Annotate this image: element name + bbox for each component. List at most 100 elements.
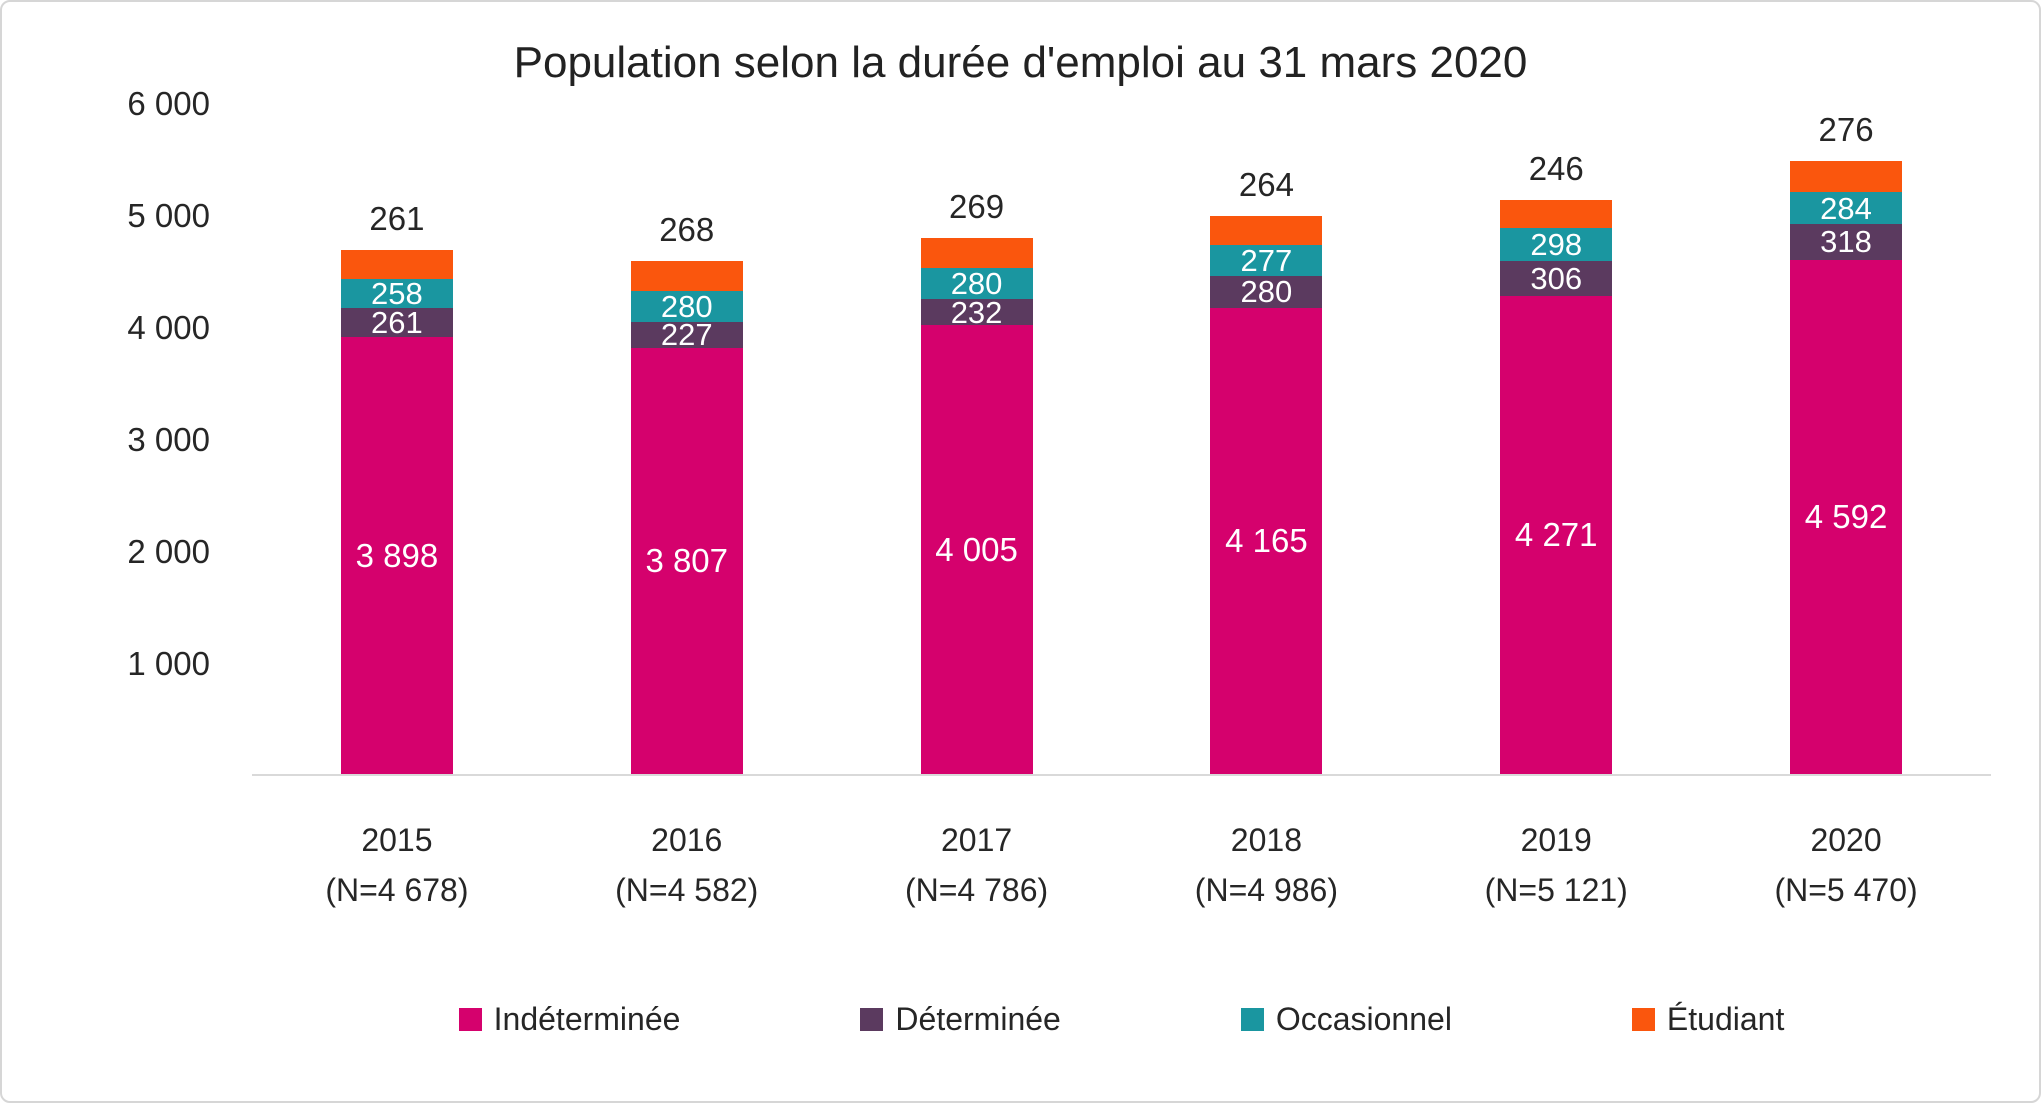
- stacked-bar-2016: 3 807 227 280: [630, 260, 743, 774]
- legend-item-etudiant: Étudiant: [1631, 1001, 1785, 1038]
- x-axis-year: 2018: [1230, 822, 1302, 858]
- segment-determinee-2019: 306: [1500, 261, 1613, 297]
- segment-etudiant-2018: [1210, 215, 1323, 246]
- segment-etudiant-2016: [630, 260, 743, 291]
- chart-title: Population selon la durée d'emploi au 31…: [513, 38, 1528, 87]
- segment-occasionnel-2020: 284: [1790, 190, 1903, 226]
- segment-determinee-2016: 227: [630, 317, 743, 353]
- x-axis-n-label: (N=5 470): [1774, 871, 1918, 908]
- segment-value-label: 280: [660, 289, 713, 325]
- segment-value-label: 3 898: [355, 537, 439, 575]
- segment-value-label: 232: [950, 294, 1003, 330]
- segment-indeterminee-2016: 3 807: [630, 347, 743, 774]
- x-axis-n-label: (N=4 582): [615, 871, 759, 908]
- y-axis-tick-label: 6 000: [127, 85, 210, 122]
- segment-value-label: 277: [1240, 243, 1293, 279]
- x-axis-year: 2015: [361, 822, 433, 858]
- segment-determinee-2015: 261: [340, 305, 453, 341]
- segment-value-label: 306: [1530, 261, 1583, 297]
- stacked-bar-2018: 4 165 280 277: [1210, 215, 1323, 774]
- bar-top-value-label: 246: [1528, 150, 1584, 188]
- segment-value-label: 4 271: [1514, 516, 1598, 554]
- segment-occasionnel-2018: 277: [1210, 243, 1323, 279]
- legend-item-occasionnel: Occasionnel: [1240, 1001, 1452, 1038]
- bar-column-2020: 276 4 592 318 284: [1701, 104, 1991, 774]
- bar-top-value-label: 261: [369, 200, 425, 238]
- segment-value-label: 4 592: [1804, 498, 1888, 536]
- x-axis-n-label: (N=5 121): [1484, 871, 1628, 908]
- stacked-bar-2019: 4 271 306 298: [1500, 200, 1613, 774]
- segment-indeterminee-2019: 4 271: [1500, 295, 1613, 774]
- legend: Indéterminée Déterminée Occasionnel Étudian…: [252, 1001, 1991, 1038]
- x-axis-year: 2020: [1810, 822, 1882, 858]
- segment-occasionnel-2015: 258: [340, 278, 453, 309]
- segment-indeterminee-2015: 3 898: [340, 337, 453, 774]
- segment-occasionnel-2017: 280: [920, 266, 1033, 302]
- bar-column-2015: 261 3 898 261 258: [252, 104, 542, 774]
- y-axis-tick-label: 5 000: [127, 197, 210, 234]
- segment-occasionnel-2019: 298: [1500, 227, 1613, 263]
- stacked-bar-2020: 4 592 318 284: [1790, 161, 1903, 774]
- segment-determinee-2017: 232: [920, 294, 1033, 330]
- segment-indeterminee-2020: 4 592: [1790, 259, 1903, 774]
- segment-indeterminee-2018: 4 165: [1210, 307, 1323, 774]
- x-axis-n-label: (N=4 986): [1194, 871, 1338, 908]
- x-axis-year: 2016: [651, 822, 723, 858]
- segment-value-label: 298: [1530, 227, 1583, 263]
- segment-determinee-2018: 280: [1210, 274, 1323, 310]
- plot-area: 261 3 898 261 258 268 3 807 227 280 269 4 005 232 2…: [252, 104, 1991, 776]
- segment-value-label: 284: [1820, 190, 1872, 226]
- legend-label: Déterminée: [895, 1001, 1061, 1038]
- segment-value-label: 280: [950, 266, 1003, 302]
- segment-value-label: 280: [1240, 274, 1293, 310]
- bar-column-2017: 269 4 005 232 280: [832, 104, 1122, 774]
- y-axis-tick-label: 2 000: [127, 533, 210, 570]
- segment-value-label: 227: [660, 317, 713, 353]
- x-axis-label-2020: 2020 (N=5 470): [1701, 816, 1991, 915]
- segment-etudiant-2020: [1790, 161, 1903, 193]
- segment-determinee-2020: 318: [1790, 224, 1903, 260]
- legend-swatch-determinee: [860, 1008, 884, 1032]
- bar-top-value-label: 276: [1818, 111, 1874, 149]
- legend-item-indeterminee: Indéterminée: [458, 1001, 681, 1038]
- y-axis: 6 000 5 000 4 000 3 000 2 000 1 000: [2, 87, 252, 776]
- x-axis-n-label: (N=4 678): [325, 871, 469, 908]
- segment-value-label: 261: [371, 305, 423, 341]
- segment-value-label: 4 005: [935, 531, 1018, 569]
- legend-item-determinee: Déterminée: [860, 1001, 1061, 1038]
- segment-etudiant-2019: [1500, 200, 1613, 229]
- x-axis-label-2015: 2015 (N=4 678): [252, 816, 542, 915]
- segment-occasionnel-2016: 280: [630, 289, 743, 325]
- y-axis-tick-label: 4 000: [127, 309, 210, 346]
- y-axis-tick-label: 1 000: [127, 645, 210, 682]
- legend-swatch-indeterminee: [458, 1008, 482, 1032]
- chart-body: 6 000 5 000 4 000 3 000 2 000 1 000 261 3 898 2…: [2, 87, 2039, 776]
- segment-indeterminee-2017: 4 005: [920, 325, 1033, 774]
- x-axis-label-2018: 2018 (N=4 986): [1121, 816, 1411, 915]
- bar-column-2016: 268 3 807 227 280: [542, 104, 832, 774]
- legend-label: Indéterminée: [493, 1001, 681, 1038]
- x-axis-year: 2017: [940, 822, 1013, 858]
- x-axis-year: 2019: [1520, 822, 1592, 858]
- bar-column-2019: 246 4 271 306 298: [1411, 104, 1701, 774]
- segment-value-label: 3 807: [645, 542, 729, 580]
- legend-swatch-etudiant: [1631, 1008, 1655, 1032]
- legend-label: Occasionnel: [1275, 1001, 1452, 1038]
- y-axis-tick-label: 3 000: [127, 421, 210, 458]
- legend-swatch-occasionnel: [1240, 1008, 1264, 1032]
- bar-top-value-label: 269: [949, 187, 1005, 225]
- bar-top-value-label: 268: [659, 210, 715, 248]
- stacked-bar-2015: 3 898 261 258: [340, 250, 453, 774]
- x-axis: 2015 (N=4 678) 2016 (N=4 582) 2017 (N=4 786) 2…: [252, 816, 1991, 915]
- stacked-bar-2017: 4 005 232 280: [920, 238, 1033, 774]
- segment-value-label: 318: [1820, 224, 1872, 260]
- segment-etudiant-2015: [340, 250, 453, 280]
- x-axis-label-2019: 2019 (N=5 121): [1411, 816, 1701, 915]
- legend-label: Étudiant: [1666, 1001, 1785, 1038]
- segment-value-label: 4 165: [1225, 522, 1308, 560]
- bar-top-value-label: 264: [1238, 165, 1294, 203]
- bar-column-2018: 264 4 165 280 277: [1121, 104, 1411, 774]
- x-axis-n-label: (N=4 786): [904, 871, 1049, 908]
- segment-etudiant-2017: [920, 238, 1033, 269]
